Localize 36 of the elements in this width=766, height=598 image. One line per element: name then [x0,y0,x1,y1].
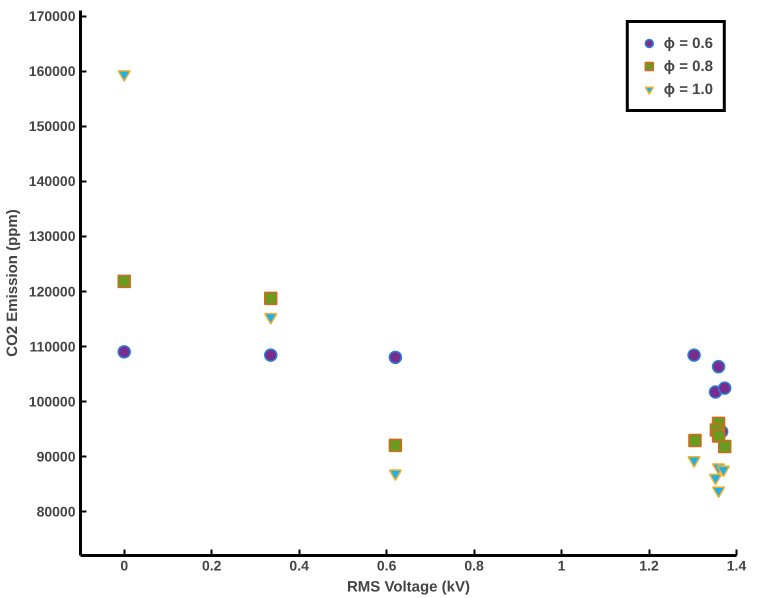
x-tick-label: 0.4 [289,558,310,574]
y-tick-label: 170000 [28,8,76,24]
y-tick-label: 110000 [30,338,76,354]
point [264,312,278,325]
point [712,360,726,374]
x-tick-label: 0 [120,558,128,574]
legend-label: ϕ = 1.0 [664,80,713,98]
point [117,274,131,288]
y-tick-label: 100000 [28,393,76,410]
y-tick-label: 120000 [28,283,76,300]
point [716,465,730,478]
y-axis-title: CO2 Emission (ppm) [4,209,21,357]
y-tick-label: 90000 [36,448,76,464]
y-tick-label: 80000 [36,503,76,520]
y-tick-label: 150000 [28,118,76,134]
legend-label: ϕ = 0.6 [664,34,713,52]
x-axis-title: RMS Voltage (kV) [346,578,470,596]
y-tick-label: 160000 [28,63,76,80]
y-tick-label: 140000 [28,173,76,190]
x-tick-label: 1 [558,558,566,574]
point [718,381,732,395]
point [264,348,278,362]
x-tick-label: 1.2 [639,558,659,574]
x-tick-label: 0.8 [464,558,484,574]
point [264,292,278,306]
x-tick-label: 0.6 [376,558,397,574]
legend-label: ϕ = 0.8 [664,58,713,74]
point [388,350,402,364]
point [687,348,701,362]
point [388,438,402,452]
x-tick-label: 1.4 [726,558,746,574]
x-tick-label: 0.2 [202,558,222,574]
point [718,440,732,454]
y-tick-label: 130000 [28,228,76,244]
point [688,434,702,448]
point [117,345,131,359]
